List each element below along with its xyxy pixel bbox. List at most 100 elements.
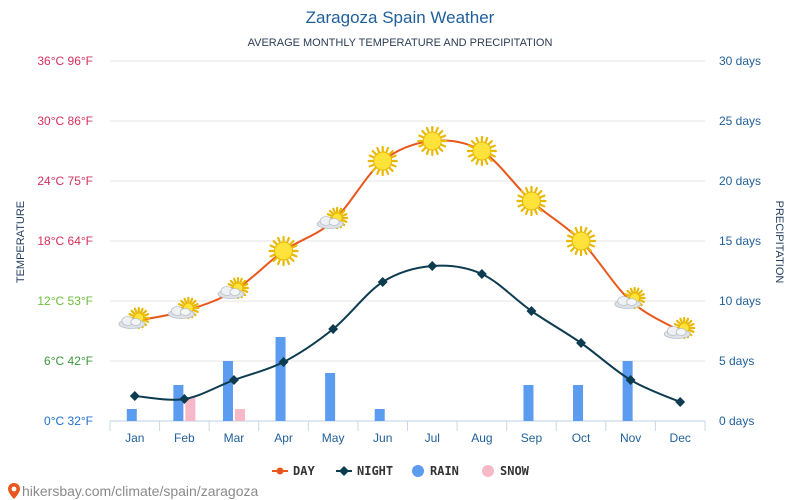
sun-rays xyxy=(466,135,497,167)
sun-ray xyxy=(418,134,425,139)
cloud-part xyxy=(130,318,142,326)
night-point xyxy=(328,324,339,334)
sun-ray xyxy=(490,153,496,158)
sun-ray xyxy=(191,299,197,305)
legend-marker xyxy=(482,465,494,477)
snow-bar xyxy=(234,409,245,421)
sun-ray xyxy=(438,146,444,152)
sun-ray xyxy=(637,289,643,295)
sun-ray xyxy=(679,317,684,324)
sun-ray xyxy=(435,149,439,156)
chart-title: Zaragoza Spain Weather xyxy=(306,8,495,27)
sun-ray xyxy=(583,249,588,256)
legend: DAY NIGHT RAIN SNOW xyxy=(272,464,530,478)
grid-lines xyxy=(110,60,705,422)
rain-bar xyxy=(325,373,336,421)
left-tick-label: 12°C 53°F xyxy=(37,294,93,308)
legend-marker xyxy=(339,466,349,476)
sun-ray xyxy=(418,143,425,148)
sun-ray xyxy=(425,126,430,133)
sun-ray xyxy=(589,234,596,239)
sun-ray xyxy=(289,240,295,246)
left-tick-label: 6°C 42°F xyxy=(44,354,93,368)
night-point xyxy=(427,261,438,271)
sun-ray xyxy=(388,150,394,156)
weather-icons xyxy=(118,125,696,340)
sun-ray xyxy=(143,319,150,323)
partly-cloudy-icon xyxy=(614,286,646,310)
sun-ray xyxy=(685,317,690,324)
left-axis-title: TEMPERATURE xyxy=(15,201,27,283)
sun-ray xyxy=(470,140,476,146)
left-axis-ticks: 0°C 32°F 6°C 42°F 12°C 53°F 18°C 64°F 24°C 7… xyxy=(37,54,93,428)
month-label: Jul xyxy=(425,431,440,445)
night-point xyxy=(526,306,537,316)
sun-ray xyxy=(272,240,278,246)
month-label: Oct xyxy=(572,431,591,445)
sun-ray xyxy=(574,226,579,233)
sun-ray xyxy=(484,136,489,143)
sun-ray xyxy=(520,190,526,196)
cloud-icon xyxy=(167,306,195,319)
sun-ray xyxy=(425,149,430,156)
left-tick-label: 18°C 64°F xyxy=(37,234,93,248)
month-label: Jan xyxy=(125,431,144,445)
rain-bar xyxy=(222,361,233,421)
sun-ray xyxy=(272,256,278,262)
sun-disc xyxy=(274,241,294,261)
sun-ray xyxy=(635,287,640,294)
night-point xyxy=(476,269,487,279)
sun-ray xyxy=(421,130,427,136)
sun-ray xyxy=(587,230,593,236)
sun-ray xyxy=(133,307,138,314)
sun-ray xyxy=(385,146,390,153)
sun-ray xyxy=(487,140,493,146)
legend-label: RAIN xyxy=(430,464,459,478)
snow-bar xyxy=(185,397,196,421)
rain-bar xyxy=(573,385,584,421)
sun-ray xyxy=(537,206,543,212)
sun-icon xyxy=(466,135,497,167)
month-label: Apr xyxy=(274,431,293,445)
legend-label: SNOW xyxy=(500,464,530,478)
sun-ray xyxy=(341,219,348,223)
footer-link[interactable]: hikersbay.com/climate/spain/zaragoza xyxy=(22,483,259,499)
location-pin-icon xyxy=(8,483,20,499)
sun-rays xyxy=(417,125,448,157)
sun-disc xyxy=(422,131,442,151)
legend-item-rain: RAIN xyxy=(412,464,459,478)
month-label: Aug xyxy=(471,431,492,445)
month-label: Jun xyxy=(373,431,392,445)
night-line xyxy=(134,264,681,403)
cloud-part xyxy=(626,298,638,306)
sun-ray xyxy=(534,186,538,193)
sun-rays xyxy=(268,235,299,267)
footer: hikersbay.com/climate/spain/zaragoza xyxy=(8,483,259,499)
partly-cloudy-icon xyxy=(167,296,200,320)
sun-ray xyxy=(587,246,593,252)
chart-subtitle: AVERAGE MONTHLY TEMPERATURE AND PRECIPIT… xyxy=(248,37,553,49)
sun-ray xyxy=(368,163,375,168)
rain-bar xyxy=(374,409,385,421)
sun-ray xyxy=(539,194,546,199)
sun-icon xyxy=(367,145,398,177)
sun-disc xyxy=(521,191,541,211)
sun-ray xyxy=(676,319,682,325)
rain-bar xyxy=(126,409,137,421)
sun-ray xyxy=(189,297,194,304)
x-axis: Jan Feb Mar Apr May Jun Jul Aug Sep Oct Nov Dec xyxy=(109,421,706,445)
sun-ray xyxy=(291,244,298,249)
partly-cloudy-icon xyxy=(217,276,250,300)
sun-ray xyxy=(570,246,576,252)
sun-ray xyxy=(687,319,693,325)
sun-rays xyxy=(565,225,597,257)
sun-ray xyxy=(688,329,695,333)
sun-ray xyxy=(385,169,390,176)
sun-ray xyxy=(567,243,573,248)
month-label: Feb xyxy=(174,431,195,445)
sun-ray xyxy=(390,154,397,159)
sun-ray xyxy=(490,144,496,149)
sun-ray xyxy=(192,309,199,313)
sun-ray xyxy=(539,203,546,208)
